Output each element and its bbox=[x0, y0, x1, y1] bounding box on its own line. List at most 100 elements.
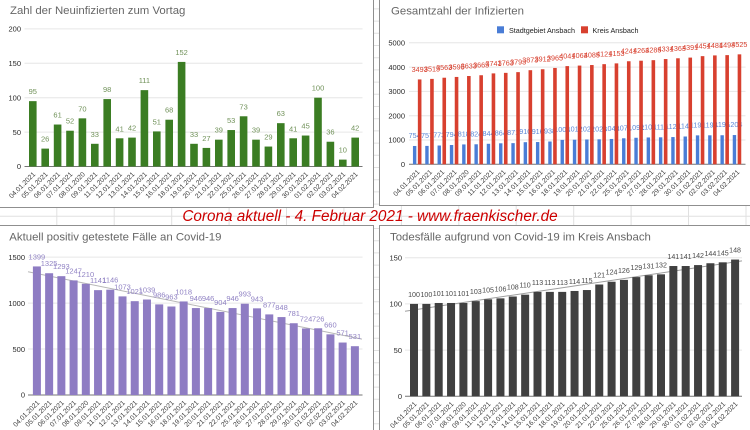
svg-text:Aktuell positiv getestete Fäll: Aktuell positiv getestete Fälle an Covid… bbox=[9, 232, 221, 244]
svg-text:68: 68 bbox=[165, 106, 173, 115]
svg-text:4121: 4121 bbox=[596, 50, 612, 59]
svg-text:Zahl der Neuinfizierten zum Vo: Zahl der Neuinfizierten zum Vortag bbox=[10, 5, 185, 17]
svg-text:142: 142 bbox=[692, 252, 704, 260]
svg-text:39: 39 bbox=[215, 126, 223, 135]
svg-text:3763: 3763 bbox=[498, 58, 514, 67]
svg-text:946: 946 bbox=[190, 294, 203, 303]
svg-text:98: 98 bbox=[103, 85, 111, 94]
svg-text:1021: 1021 bbox=[126, 287, 143, 296]
svg-text:4041: 4041 bbox=[559, 52, 575, 61]
svg-text:848: 848 bbox=[275, 303, 288, 312]
svg-text:0: 0 bbox=[17, 162, 21, 171]
svg-text:Kreis Ansbach: Kreis Ansbach bbox=[593, 26, 639, 35]
svg-text:4241: 4241 bbox=[621, 47, 637, 56]
svg-text:36: 36 bbox=[326, 128, 334, 137]
svg-text:33: 33 bbox=[190, 130, 198, 139]
svg-text:5000: 5000 bbox=[388, 39, 405, 48]
svg-text:115: 115 bbox=[581, 277, 592, 285]
svg-text:1399: 1399 bbox=[29, 252, 46, 261]
svg-text:4493: 4493 bbox=[719, 41, 735, 50]
svg-text:41: 41 bbox=[289, 124, 297, 133]
svg-text:938: 938 bbox=[544, 127, 556, 136]
svg-text:100: 100 bbox=[389, 300, 402, 309]
svg-text:Todesfälle aufgrund von Covid-: Todesfälle aufgrund von Covid-19 im Krei… bbox=[390, 232, 651, 244]
svg-text:3515: 3515 bbox=[424, 64, 440, 73]
svg-text:95: 95 bbox=[29, 87, 37, 96]
svg-text:1043: 1043 bbox=[604, 124, 620, 133]
svg-text:101: 101 bbox=[433, 290, 445, 298]
svg-text:1039: 1039 bbox=[139, 286, 156, 295]
svg-text:3912: 3912 bbox=[535, 55, 551, 64]
svg-text:39: 39 bbox=[252, 126, 260, 135]
svg-text:916: 916 bbox=[532, 127, 544, 136]
svg-text:1193: 1193 bbox=[702, 120, 717, 129]
svg-text:3000: 3000 bbox=[388, 87, 405, 96]
svg-text:781: 781 bbox=[287, 309, 300, 318]
svg-text:4525: 4525 bbox=[731, 40, 747, 49]
svg-text:1325: 1325 bbox=[41, 259, 58, 268]
svg-text:132: 132 bbox=[655, 261, 667, 269]
svg-text:1110: 1110 bbox=[653, 122, 668, 131]
svg-text:1121: 1121 bbox=[665, 122, 680, 131]
svg-text:1141: 1141 bbox=[90, 276, 106, 285]
svg-text:4085: 4085 bbox=[584, 51, 600, 60]
svg-text:946: 946 bbox=[226, 294, 239, 303]
svg-text:1247: 1247 bbox=[65, 266, 82, 275]
svg-text:113: 113 bbox=[532, 279, 543, 287]
svg-text:0: 0 bbox=[401, 160, 405, 169]
svg-text:500: 500 bbox=[12, 345, 25, 354]
svg-text:871: 871 bbox=[507, 128, 519, 137]
svg-text:145: 145 bbox=[717, 249, 729, 257]
svg-text:42: 42 bbox=[351, 124, 359, 133]
svg-text:42: 42 bbox=[128, 124, 136, 133]
svg-text:26: 26 bbox=[41, 135, 49, 144]
svg-text:61: 61 bbox=[53, 111, 61, 120]
svg-text:1012: 1012 bbox=[567, 125, 583, 134]
svg-text:1028: 1028 bbox=[591, 124, 607, 133]
svg-text:864: 864 bbox=[495, 128, 507, 137]
svg-text:63: 63 bbox=[277, 109, 285, 118]
svg-text:148: 148 bbox=[729, 247, 741, 255]
svg-text:963: 963 bbox=[165, 293, 178, 302]
svg-text:946: 946 bbox=[202, 294, 215, 303]
svg-text:100: 100 bbox=[408, 291, 420, 299]
svg-text:103: 103 bbox=[470, 288, 482, 296]
svg-text:660: 660 bbox=[324, 320, 337, 329]
svg-text:3965: 3965 bbox=[547, 54, 563, 63]
svg-text:73: 73 bbox=[239, 102, 247, 111]
svg-text:3741: 3741 bbox=[486, 59, 502, 68]
svg-text:794: 794 bbox=[446, 130, 458, 139]
svg-text:4063: 4063 bbox=[572, 51, 588, 60]
svg-text:3873: 3873 bbox=[522, 56, 538, 65]
svg-text:0: 0 bbox=[398, 392, 402, 401]
svg-text:1204: 1204 bbox=[726, 120, 742, 129]
svg-text:106: 106 bbox=[495, 285, 507, 293]
svg-text:3793: 3793 bbox=[510, 58, 526, 67]
svg-text:Gesamtzahl der Infizierten: Gesamtzahl der Infizierten bbox=[391, 6, 524, 18]
svg-text:877: 877 bbox=[263, 300, 276, 309]
svg-text:4331: 4331 bbox=[658, 45, 674, 54]
svg-text:910: 910 bbox=[519, 127, 531, 136]
svg-text:773: 773 bbox=[433, 131, 445, 140]
svg-text:51: 51 bbox=[153, 117, 161, 126]
svg-text:1000: 1000 bbox=[388, 136, 405, 145]
svg-text:4000: 4000 bbox=[388, 63, 405, 72]
svg-text:27: 27 bbox=[202, 134, 210, 143]
svg-text:1146: 1146 bbox=[102, 276, 118, 285]
svg-text:101: 101 bbox=[457, 290, 469, 298]
svg-text:0: 0 bbox=[21, 391, 25, 400]
svg-text:113: 113 bbox=[557, 279, 568, 287]
svg-text:100: 100 bbox=[312, 84, 325, 93]
svg-text:150: 150 bbox=[389, 253, 402, 262]
svg-text:1004: 1004 bbox=[554, 125, 570, 134]
svg-text:Stadtgebiet Ansbach: Stadtgebiet Ansbach bbox=[509, 26, 575, 35]
svg-text:4153: 4153 bbox=[609, 49, 625, 58]
svg-text:571: 571 bbox=[336, 329, 349, 338]
svg-text:141: 141 bbox=[680, 253, 692, 261]
svg-text:1144: 1144 bbox=[677, 122, 692, 131]
svg-text:110: 110 bbox=[519, 282, 530, 290]
svg-text:124: 124 bbox=[606, 269, 618, 277]
svg-text:105: 105 bbox=[482, 286, 494, 294]
svg-text:4451: 4451 bbox=[695, 42, 711, 51]
svg-text:986: 986 bbox=[153, 290, 166, 299]
